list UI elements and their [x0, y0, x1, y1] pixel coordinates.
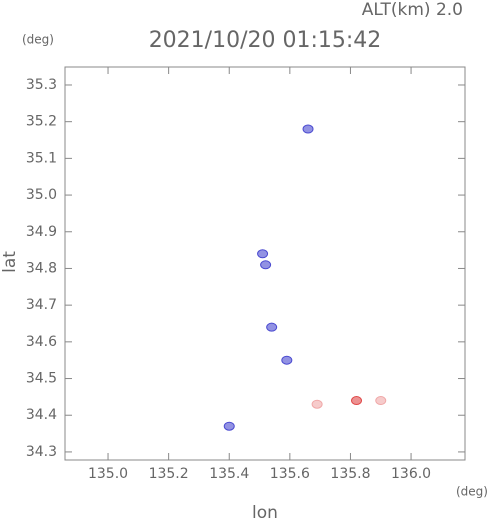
x-tick-label: 136.0 [391, 466, 431, 482]
echo-point [351, 396, 363, 406]
echo-point [257, 249, 269, 259]
x-tick-label: 135.6 [270, 466, 310, 482]
chart-title: 2021/10/20 01:15:42 [149, 28, 382, 53]
y-tick-label: 35.3 [26, 77, 57, 93]
x-tick-label: 135.2 [149, 466, 189, 482]
y-tick-label: 34.6 [26, 334, 57, 350]
echo-point [266, 322, 278, 332]
echo-point [375, 396, 387, 406]
x-tick-label: 135.0 [88, 466, 128, 482]
y-tick-label: 34.4 [26, 407, 57, 423]
echo-point [311, 399, 323, 409]
y-axis-label: lat [0, 251, 20, 273]
y-tick-label: 35.0 [26, 187, 57, 203]
echo-point [223, 421, 235, 431]
y-tick-label: 34.3 [26, 444, 57, 460]
x-tick-label: 135.8 [330, 466, 370, 482]
x-tick-label: 135.4 [209, 466, 249, 482]
y-tick-label: 34.9 [26, 224, 57, 240]
x-axis-label: lon [252, 503, 278, 521]
plot-frame [64, 66, 466, 461]
x-unit: (deg) [456, 485, 488, 499]
y-tick-label: 34.7 [26, 297, 57, 313]
chart-subtitle: ALT(km) 2.0 [362, 0, 463, 20]
echo-point [281, 355, 293, 365]
y-unit: (deg) [22, 33, 54, 47]
echo-point [302, 124, 314, 134]
echo-point [260, 260, 272, 270]
y-tick-label: 34.8 [26, 260, 57, 276]
y-tick-label: 34.5 [26, 371, 57, 387]
y-tick-label: 35.2 [26, 114, 57, 130]
y-tick-label: 35.1 [26, 150, 57, 166]
